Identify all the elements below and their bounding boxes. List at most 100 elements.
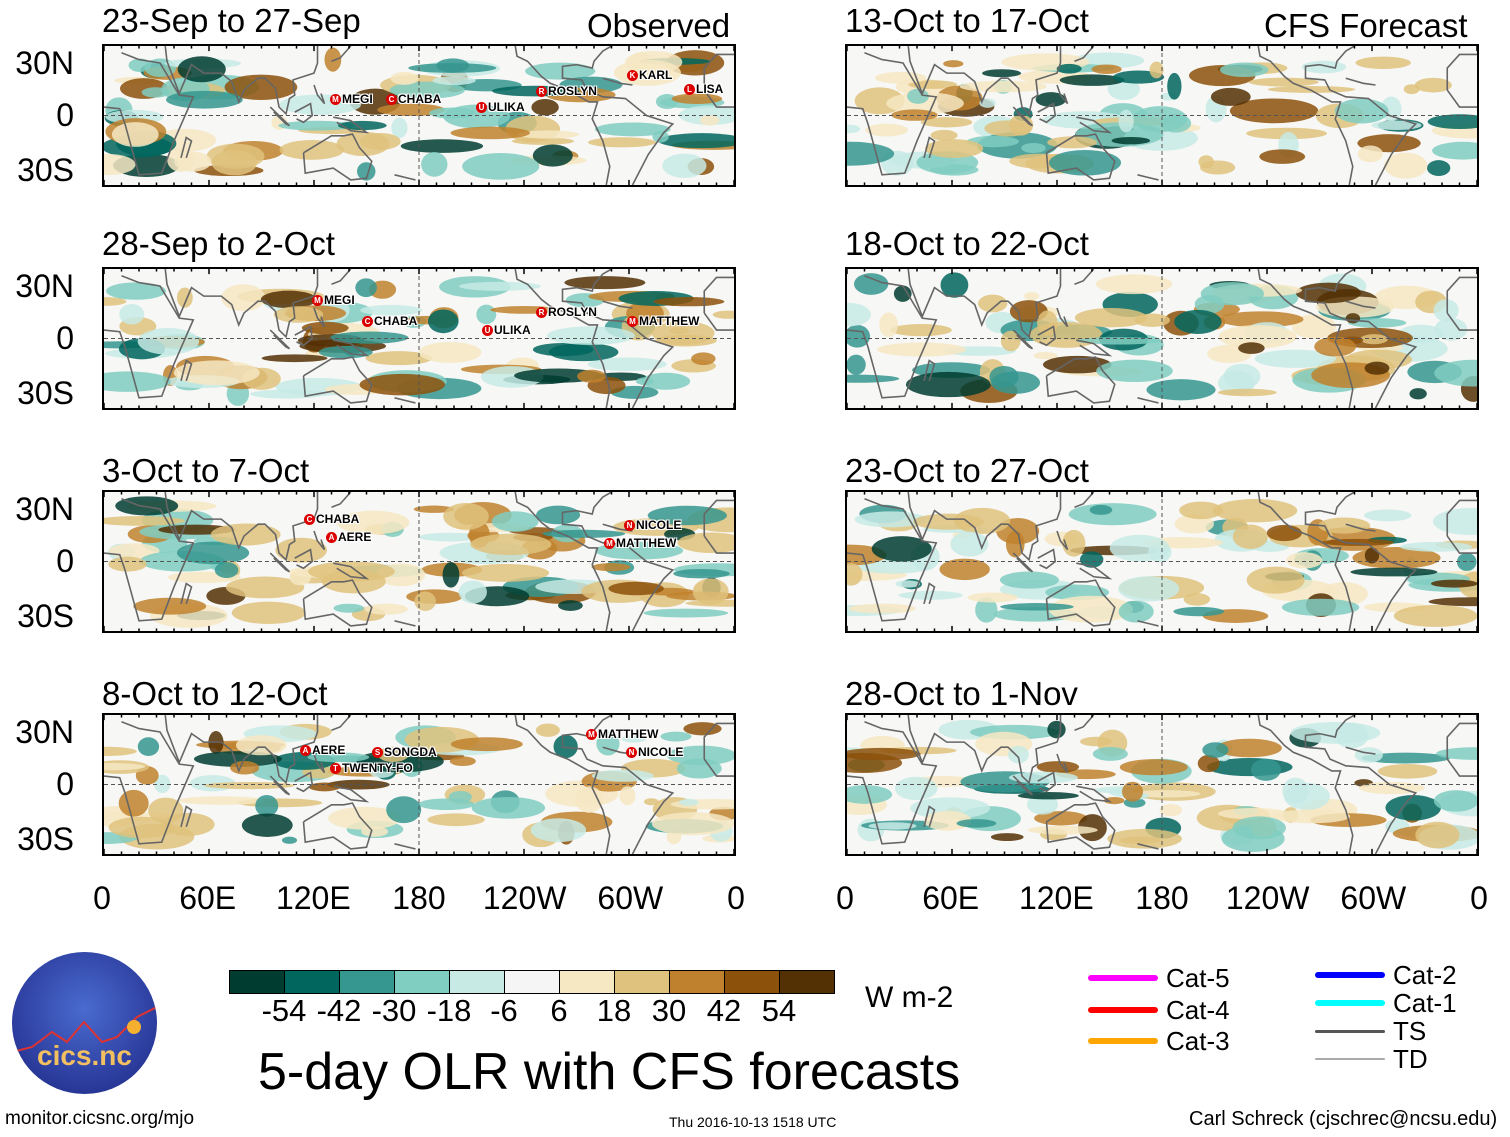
olr-anomaly-blob: [324, 47, 342, 72]
coastline: [1346, 301, 1376, 308]
coastline: [1346, 78, 1376, 85]
coastline: [1138, 621, 1159, 626]
colorbar-swatch: [560, 971, 615, 993]
coastline: [1013, 553, 1032, 572]
olr-anomaly-blob: [1076, 337, 1162, 345]
panel-title: 23-Oct to 27-Oct: [845, 452, 1089, 489]
author-credit: Carl Schreck (cjschrec@ncsu.edu): [1189, 1108, 1498, 1130]
coastline: [1306, 269, 1416, 408]
olr-anomaly-blob: [532, 144, 573, 167]
coastline: [333, 563, 366, 578]
coastline: [603, 78, 633, 85]
olr-anomaly-blob: [1364, 361, 1390, 375]
legend-label: TS: [1393, 1016, 1427, 1046]
coastline: [1076, 786, 1109, 801]
olr-anomaly-blob: [281, 836, 298, 844]
olr-anomaly-blob: [1433, 508, 1477, 536]
storm-label: M MATTHEW: [604, 536, 676, 550]
coastline: [395, 398, 416, 403]
olr-anomaly-blob: [1037, 310, 1058, 336]
coastline: [1447, 313, 1477, 330]
coastline: [1447, 536, 1477, 553]
coastline: [847, 53, 936, 175]
coastline: [563, 269, 673, 408]
olr-anomaly-blob: [641, 372, 691, 390]
olr-anomaly-blob: [925, 139, 984, 159]
olr-anomaly-blob: [418, 532, 481, 542]
olr-anomaly-blob: [1361, 752, 1451, 764]
olr-anomaly-blob: [1210, 87, 1251, 106]
storm-label: M MEGI: [330, 92, 373, 106]
olr-anomaly-blob: [462, 563, 550, 582]
olr-anomaly-blob: [204, 782, 295, 790]
olr-anomaly-blob: [1259, 149, 1306, 164]
storm-label: C CHABA: [304, 512, 359, 526]
coastline: [704, 759, 734, 776]
olr-anomaly-blob: [683, 722, 722, 736]
olr-anomaly-blob: [1384, 152, 1428, 179]
olr-anomaly-blob: [432, 76, 476, 86]
olr-anomaly-blob: [1008, 745, 1029, 764]
colorbar-tick-label: -54: [261, 993, 307, 1028]
coastline: [332, 46, 351, 61]
coastline: [181, 584, 192, 604]
olr-anomaly-blob: [967, 592, 1018, 603]
olr-anomaly-blob: [421, 152, 448, 177]
olr-anomaly-blob: [230, 760, 260, 775]
olr-anomaly-blob: [643, 608, 729, 618]
olr-anomaly-blob: [1272, 809, 1351, 824]
panel-title: 8-Oct to 12-Oct: [102, 675, 328, 712]
olr-map-panel: [845, 490, 1479, 633]
coastline: [515, 46, 610, 185]
coastline: [1057, 531, 1068, 550]
hurricane-icon: U: [476, 102, 487, 114]
olr-anomaly-blob: [333, 603, 365, 613]
olr-anomaly-blob: [1281, 598, 1360, 616]
coastline: [704, 277, 734, 313]
coastline: [1047, 803, 1115, 849]
coastline: [270, 330, 289, 349]
olr-anomaly-blob: [1371, 120, 1422, 130]
coastline: [104, 276, 193, 398]
olr-anomaly-blob: [847, 302, 871, 327]
olr-anomaly-blob: [1119, 759, 1188, 776]
coastline: [1013, 330, 1032, 349]
storm-label: R ROSLYN: [536, 84, 597, 98]
olr-anomaly-blob: [178, 796, 265, 805]
olr-anomaly-blob: [677, 532, 734, 553]
olr-anomaly-blob: [608, 581, 664, 596]
coastline: [395, 621, 416, 626]
hurricane-icon: N: [624, 520, 635, 532]
colorbar: [229, 970, 835, 994]
lat-label: 30N: [15, 714, 74, 750]
olr-anomaly-blob: [591, 563, 631, 572]
coastline: [1447, 723, 1477, 759]
olr-anomaly-blob: [365, 351, 433, 366]
lat-label: 30N: [15, 268, 74, 304]
olr-anomaly-blob: [1198, 155, 1214, 169]
olr-anomaly-blob: [1159, 804, 1183, 817]
website-link[interactable]: monitor.cicsnc.org/mjo: [5, 1108, 195, 1129]
olr-anomaly-blob: [1111, 136, 1151, 145]
coastline: [181, 138, 192, 158]
units-label: W m-2: [865, 981, 954, 1014]
olr-anomaly-blob: [1042, 355, 1112, 374]
coastline: [332, 492, 351, 507]
olr-anomaly-blob: [1092, 747, 1128, 761]
legend-line-ts: [1315, 1029, 1385, 1033]
lat-label: 30S: [17, 598, 74, 634]
olr-anomaly-blob: [1426, 160, 1451, 176]
colorbar-swatch: [725, 971, 780, 993]
olr-map-panel: [845, 267, 1479, 410]
olr-anomaly-blob: [104, 763, 146, 771]
timestamp: Thu 2016-10-13 1518 UTC: [669, 1114, 837, 1130]
olr-anomaly-blob: [108, 556, 147, 572]
olr-anomaly-blob: [1400, 541, 1473, 552]
coastline: [270, 107, 289, 126]
olr-anomaly-blob: [853, 273, 889, 295]
colorbar-swatch: [285, 971, 340, 993]
storm-name: CHABA: [398, 92, 442, 106]
coastline: [1047, 134, 1115, 180]
olr-anomaly-blob: [231, 601, 306, 625]
olr-anomaly-blob: [413, 505, 455, 513]
